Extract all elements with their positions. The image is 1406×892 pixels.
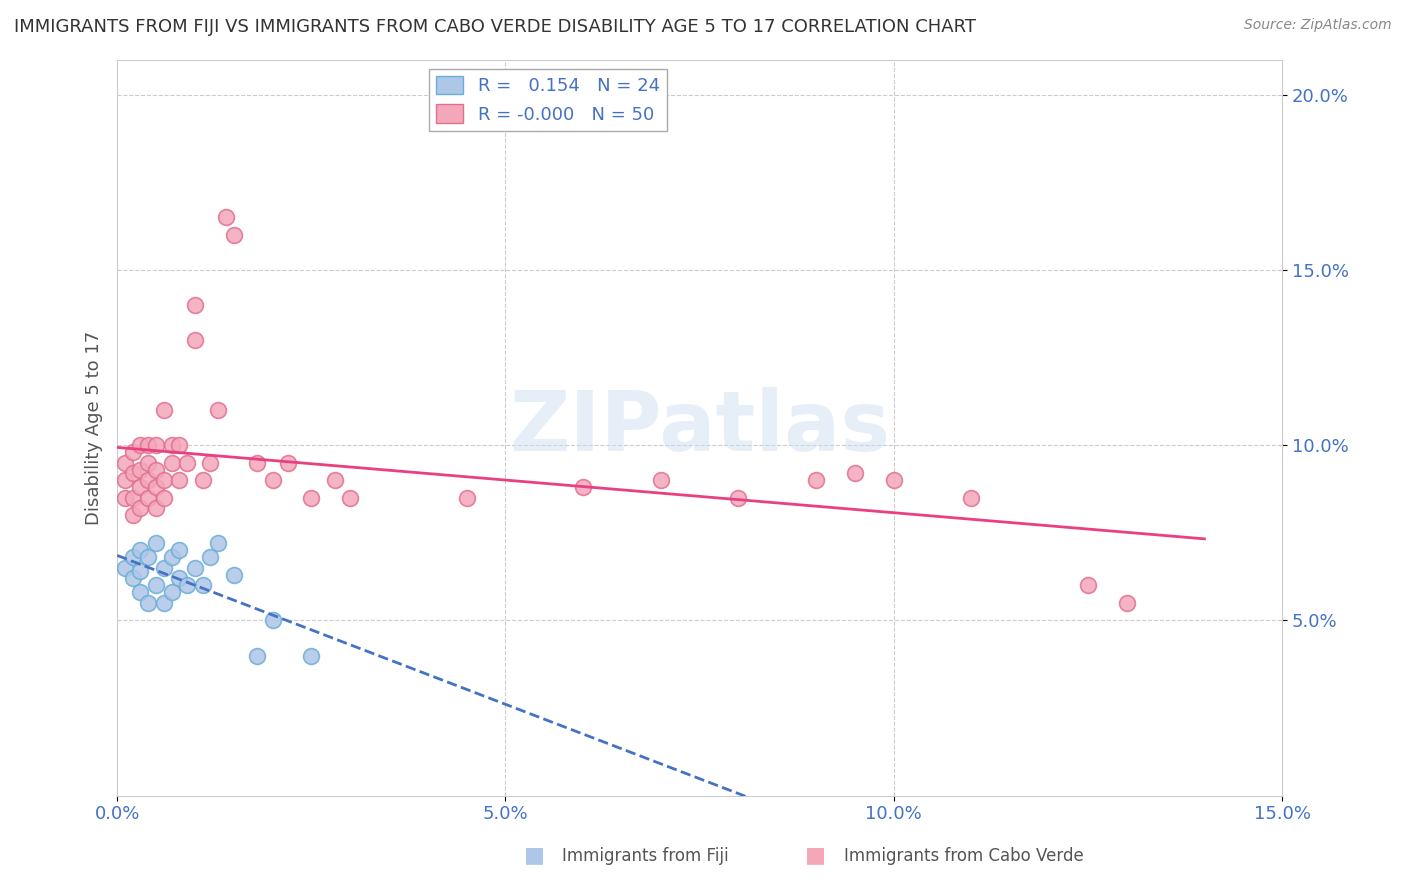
Point (246, 456, 269, 470)
Point (169, 571, 191, 585)
Point (176, 456, 198, 470)
Point (650, 473, 672, 487)
Point (121, 571, 143, 585)
Point (215, 211, 238, 225)
Point (200, 456, 222, 470)
Point (339, 491, 361, 505)
Point (222, 227, 245, 242)
Point (299, 648, 322, 663)
Point (804, 473, 827, 487)
Point (114, 473, 136, 487)
Point (129, 501, 152, 516)
Point (160, 438, 183, 452)
Point (136, 550, 159, 565)
Text: Immigrants from Fiji: Immigrants from Fiji (562, 847, 730, 865)
Text: Source: ZipAtlas.com: Source: ZipAtlas.com (1244, 18, 1392, 32)
Point (152, 596, 174, 610)
Text: ■: ■ (524, 846, 544, 865)
Text: Immigrants from Cabo Verde: Immigrants from Cabo Verde (844, 847, 1084, 865)
Point (145, 480, 167, 494)
Point (114, 491, 136, 505)
Point (129, 438, 152, 452)
Point (191, 578, 214, 592)
Point (169, 543, 191, 558)
Point (121, 467, 143, 481)
Point (727, 491, 749, 505)
Point (129, 565, 152, 579)
Point (1115, 596, 1137, 610)
Point (145, 501, 167, 516)
Point (184, 561, 207, 575)
Legend: R =   0.154   N = 24, R = -0.000   N = 50: R = 0.154 N = 24, R = -0.000 N = 50 (429, 69, 668, 131)
Point (262, 614, 284, 628)
Y-axis label: Disability Age 5 to 17: Disability Age 5 to 17 (86, 331, 103, 524)
Point (883, 473, 905, 487)
Text: ZIPatlas: ZIPatlas (509, 387, 890, 468)
Point (121, 508, 143, 523)
Point (121, 550, 143, 565)
Point (129, 463, 152, 477)
Point (152, 561, 174, 575)
Text: ■: ■ (806, 846, 825, 865)
Point (184, 298, 207, 312)
Point (262, 473, 284, 487)
Point (207, 403, 229, 417)
Point (121, 491, 143, 505)
Point (114, 561, 136, 575)
Point (299, 491, 322, 505)
Point (572, 480, 595, 494)
Point (184, 333, 207, 347)
Text: IMMIGRANTS FROM FIJI VS IMMIGRANTS FROM CABO VERDE DISABILITY AGE 5 TO 17 CORREL: IMMIGRANTS FROM FIJI VS IMMIGRANTS FROM … (14, 18, 976, 36)
Point (160, 550, 183, 565)
Point (145, 536, 167, 550)
Point (136, 596, 159, 610)
Point (145, 578, 167, 592)
Point (129, 585, 152, 599)
Point (152, 403, 174, 417)
Point (152, 491, 174, 505)
Point (145, 463, 167, 477)
Point (145, 438, 167, 452)
Point (136, 456, 159, 470)
Point (121, 445, 143, 459)
Point (160, 585, 183, 599)
Point (277, 456, 299, 470)
Point (169, 438, 191, 452)
Point (176, 578, 198, 592)
Point (456, 491, 478, 505)
Point (129, 543, 152, 558)
Point (169, 473, 191, 487)
Point (844, 467, 866, 481)
Point (200, 550, 222, 565)
Point (152, 473, 174, 487)
Point (191, 473, 214, 487)
Point (1077, 578, 1099, 592)
Point (136, 473, 159, 487)
Point (136, 438, 159, 452)
Point (246, 648, 269, 663)
Point (960, 491, 983, 505)
Point (323, 473, 346, 487)
Point (136, 491, 159, 505)
Point (207, 536, 229, 550)
Point (114, 456, 136, 470)
Point (222, 568, 245, 582)
Point (129, 480, 152, 494)
Point (160, 456, 183, 470)
